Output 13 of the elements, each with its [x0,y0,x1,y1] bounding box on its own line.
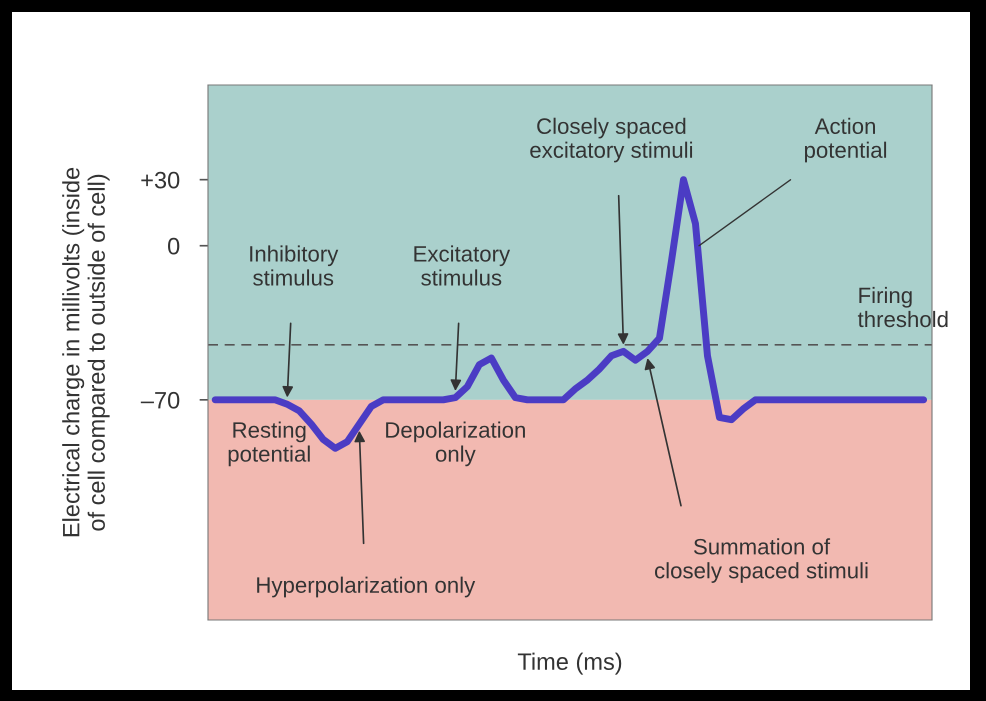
annotation: Hyperpolarization only [257,576,476,598]
y-tick-label: 0 [168,238,180,255]
annotation: Action potential [804,118,886,162]
y-tick-label: –70 [140,392,180,409]
annotation: Resting potential [228,422,310,466]
x-axis-title: Time (ms) [518,652,622,675]
annotation: Summation of closely spaced stimuli [655,538,868,583]
y-tick-label: +30 [141,172,180,188]
annotation: Depolarization only [386,422,525,466]
annotation: Inhibitory stimulus [250,245,338,286]
annotation: Closely spaced excitatory stimuli [530,118,692,162]
y-axis-title: Electrical charge in millivolts (inside of cell compared to outside of cell) [62,168,110,536]
annotation: Excitatory stimulus [414,245,510,286]
